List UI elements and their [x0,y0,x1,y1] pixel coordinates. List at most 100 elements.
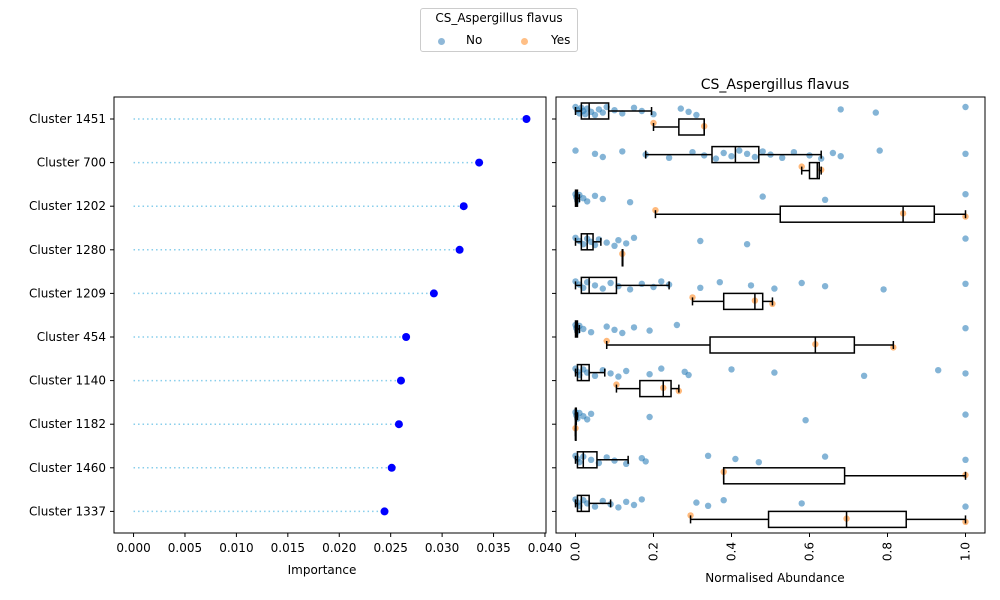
abundance-point-no [611,457,618,464]
abundance-point-no [599,109,606,116]
abundance-point-no [607,279,614,287]
abundance-point-no [584,198,591,205]
importance-xtick-label: 0.030 [425,541,459,555]
abundance-point-no [685,371,692,379]
abundance-box-no [576,451,598,469]
importance-xtick-label: 0.005 [168,541,202,555]
abundance-x-ticks: 0.0 0.2 0.4 0.6 0.8 1.0 [569,533,973,561]
abundance-point-no [626,286,634,293]
importance-marker-cluster-1202 [459,202,468,211]
abundance-point-no [603,239,610,246]
abundance-point-no [935,367,942,374]
abundance-box-no [580,276,618,295]
abundance-point-no [720,149,727,157]
abundance-point-yes [689,294,696,301]
abundance-box-no [576,494,590,513]
abundance-y-ticks [552,118,556,512]
abundance-point-no [743,241,751,248]
abundance-point-no [591,503,599,510]
abundance-box-yes [722,467,846,485]
abundance-point-no [821,196,829,203]
abundance-point-no [587,456,595,463]
abundance-point-no [580,325,587,333]
abundance-box-yes [709,336,856,354]
abundance-point-no [962,103,969,111]
importance-ytick-label: Cluster 454 [37,330,106,344]
abundance-point-no [747,282,755,289]
abundance-point-no [693,499,700,506]
legend-no-marker [438,38,445,45]
abundance-point-no [619,110,626,117]
importance-xtick-label: 0.035 [476,541,510,555]
abundance-point-no [962,325,969,332]
importance-y-ticks: Cluster 1451 Cluster 700 Cluster 1202 Clust… [29,112,114,518]
abundance-xtick-label: 0.2 [647,542,661,561]
importance-marker-cluster-1460 [387,463,396,472]
abundance-point-no [630,501,638,509]
abundance-point-no [599,497,606,505]
importance-markers [380,115,531,516]
abundance-xtick-label: 0.6 [803,542,817,561]
abundance-point-no [716,279,723,286]
abundance-point-no [591,150,599,157]
importance-xtick-label: 0.040 [528,541,562,555]
importance-marker-cluster-1209 [429,289,438,298]
importance-xtick-label: 0.025 [374,541,408,555]
importance-axes-frame [113,96,547,534]
abundance-point-no [771,285,778,292]
abundance-point-no [728,153,735,160]
abundance-point-no [697,237,704,245]
abundance-point-no [626,199,634,206]
abundance-chart-title: CS_Aspergillus flavus [701,77,850,93]
importance-ytick-label: Cluster 1140 [29,374,106,388]
abundance-point-no [638,496,645,503]
abundance-point-no [802,417,809,424]
legend-no-label: No [466,33,483,47]
importance-x-axis-label: Importance [288,563,357,577]
importance-ytick-label: Cluster 1202 [29,199,106,213]
abundance-point-no [755,459,762,466]
abundance-point-no [591,372,599,379]
abundance-point-no [646,413,653,421]
abundance-point-no [630,234,638,241]
abundance-point-no [623,367,630,375]
abundance-point-no [572,147,579,154]
importance-ytick-label: Cluster 700 [37,156,106,170]
importance-xtick-label: 0.010 [219,541,253,555]
abundance-point-no [591,282,599,289]
abundance-point-no [615,373,622,380]
abundance-point-no [759,193,766,200]
abundance-point-no [798,279,805,287]
importance-marker-cluster-1337 [380,507,389,516]
abundance-point-no [962,456,969,463]
abundance-box-yes [779,205,936,223]
abundance-point-no [642,458,649,465]
abundance-point-no [689,149,696,156]
abundance-point-no [599,285,606,292]
abundance-point-no [962,370,969,377]
importance-xtick-label: 0.015 [271,541,305,555]
abundance-point-no [962,191,969,198]
importance-marker-cluster-1140 [396,376,405,385]
abundance-point-no [821,283,829,290]
importance-xtick-label: 0.020 [322,541,356,555]
importance-marker-cluster-1280 [455,245,464,254]
abundance-point-no [751,153,759,161]
importance-marker-cluster-1182 [394,420,403,429]
abundance-point-no [587,410,595,417]
abundance-xtick-label: 0.8 [881,542,895,561]
abundance-point-no [582,111,589,118]
abundance-point-no [837,106,844,113]
abundance-point-no [677,105,684,112]
abundance-point-no [790,149,798,156]
abundance-point-no [673,321,681,329]
abundance-point-no [837,153,844,160]
abundance-point-no [693,111,700,119]
importance-ytick-label: Cluster 1280 [29,243,106,257]
abundance-point-no [876,147,883,154]
importance-ytick-label: Cluster 1451 [29,112,106,126]
abundance-point-no [872,109,879,116]
abundance-point-no [599,195,606,203]
abundance-boxplots [574,102,967,529]
abundance-point-no [829,149,837,157]
